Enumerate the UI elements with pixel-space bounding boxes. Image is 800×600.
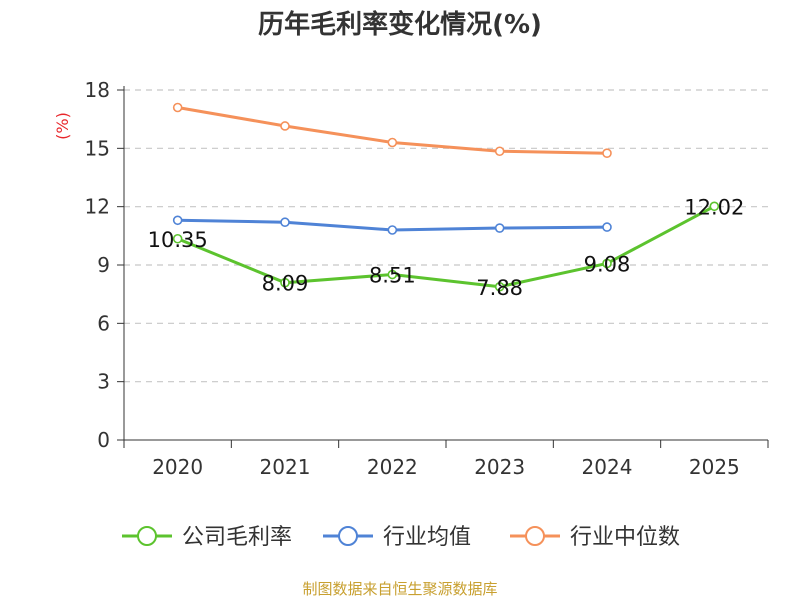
y-tick-label-6: 6 xyxy=(97,311,110,335)
legend-marker-2 xyxy=(525,526,545,546)
axes: 0 3 6 9 12 15 18 2020 2021 2022 2023 2024 2025 xyxy=(85,78,769,479)
series-point-1-2023 xyxy=(494,223,505,233)
x-tick-label-2025: 2025 xyxy=(689,455,740,479)
x-tick-label-2022: 2022 xyxy=(367,455,418,479)
x-tick-label-2024: 2024 xyxy=(582,455,633,479)
series-point-2-2020 xyxy=(172,102,183,113)
legend-marker-1 xyxy=(338,526,358,546)
data-label-2021: 8.09 xyxy=(262,272,309,296)
legend-marker-0 xyxy=(137,526,157,546)
y-tick-label-0: 0 xyxy=(97,428,110,452)
data-label-2024: 9.08 xyxy=(584,252,631,276)
data-labels: 10.35 8.09 8.51 7.88 9.08 12.02 xyxy=(148,195,745,300)
y-tick-label-18: 18 xyxy=(85,78,110,102)
y-tick-label-15: 15 xyxy=(85,136,110,160)
series-point-1-2022 xyxy=(387,225,398,235)
data-label-2020: 10.35 xyxy=(148,228,208,252)
series-point-2-2024 xyxy=(602,148,612,158)
legend-label-0: 公司毛利率 xyxy=(182,525,292,550)
series-point-0-2023 xyxy=(494,281,505,292)
legend-label-2: 行业中位数 xyxy=(570,525,680,550)
series-point-1-2021 xyxy=(280,217,290,228)
series-lines xyxy=(172,102,720,292)
series-point-0-2020 xyxy=(172,233,183,244)
y-tick-label-9: 9 xyxy=(97,253,110,277)
data-label-2025: 12.02 xyxy=(684,195,744,219)
series-point-0-2025 xyxy=(709,201,720,212)
series-point-1-2024 xyxy=(602,222,612,232)
series-point-0-2024 xyxy=(602,258,612,269)
y-tick-label-3: 3 xyxy=(97,370,110,394)
series-point-0-2022 xyxy=(387,269,398,280)
grid-lines xyxy=(124,89,768,383)
series-point-2-2023 xyxy=(494,146,505,157)
series-point-1-2020 xyxy=(172,215,183,226)
y-tick-label-12: 12 xyxy=(85,195,110,219)
series-line-0 xyxy=(177,204,716,289)
x-tick-label-2020: 2020 xyxy=(152,455,203,479)
source-note: 制图数据来自恒生聚源数据库 xyxy=(302,580,498,598)
data-label-2023: 7.88 xyxy=(476,276,523,300)
x-tick-label-2021: 2021 xyxy=(260,455,311,479)
legend-label-1: 行业均值 xyxy=(383,525,471,550)
y-axis-unit-label: (%) xyxy=(53,112,72,140)
chart-title: 历年毛利率变化情况(%) xyxy=(258,10,542,40)
data-label-2022: 8.51 xyxy=(369,264,416,288)
series-point-0-2021 xyxy=(280,277,290,288)
x-tick-label-2023: 2023 xyxy=(474,455,525,479)
series-point-2-2022 xyxy=(387,137,398,148)
legend: 公司毛利率 行业均值 行业中位数 xyxy=(122,525,680,550)
series-point-2-2021 xyxy=(280,121,290,131)
